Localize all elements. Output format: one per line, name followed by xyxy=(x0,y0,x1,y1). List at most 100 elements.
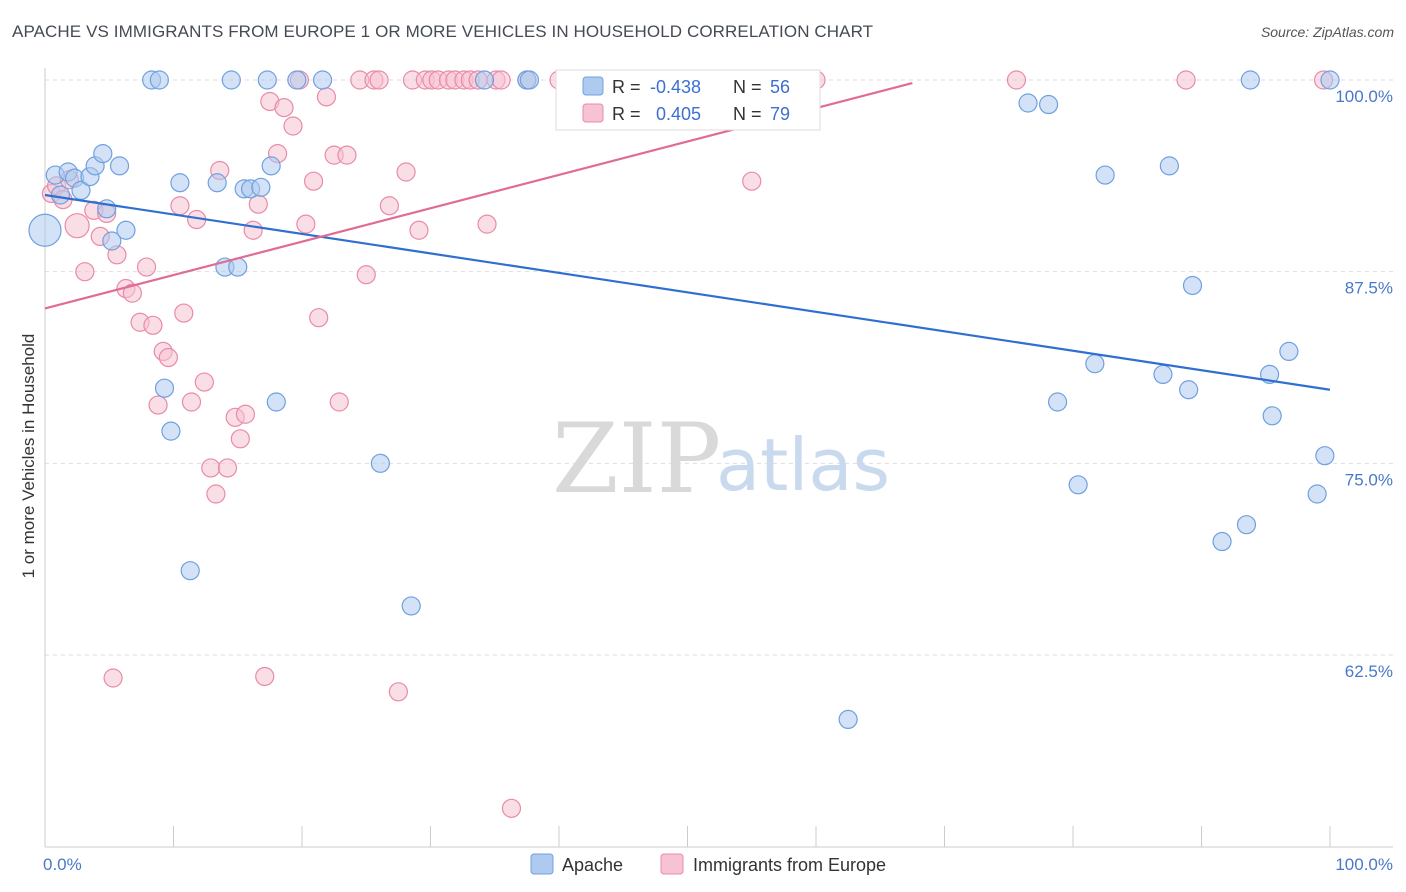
apache-point xyxy=(170,173,190,193)
apache-point xyxy=(1236,515,1257,535)
apache-point xyxy=(1182,275,1203,296)
apache-point xyxy=(257,70,277,90)
europe-point xyxy=(64,213,90,239)
apache-point xyxy=(474,70,495,90)
europe-point xyxy=(181,392,202,412)
europe-point xyxy=(491,70,511,90)
europe-point xyxy=(296,214,316,234)
apache-point xyxy=(1153,364,1173,384)
europe-point xyxy=(388,682,408,702)
apache-point xyxy=(1279,341,1299,361)
europe-point xyxy=(316,87,337,107)
y-tick-label: 100.0% xyxy=(1335,87,1393,106)
legend-n-value-europe: 79 xyxy=(770,104,790,124)
legend-n-value-apache: 56 xyxy=(770,77,790,97)
y-tick-label: 62.5% xyxy=(1345,662,1393,681)
watermark-zip: ZIP xyxy=(552,403,721,515)
europe-point xyxy=(742,171,762,191)
europe-point xyxy=(194,372,214,392)
series-legend-swatch-apache xyxy=(530,853,554,875)
europe-point xyxy=(501,798,522,818)
apache-point xyxy=(1240,70,1260,90)
apache-points xyxy=(28,70,1340,730)
apache-point xyxy=(1262,406,1282,426)
legend-r-label-apache: R = xyxy=(612,77,641,97)
chart-title: APACHE VS IMMIGRANTS FROM EUROPE 1 OR MO… xyxy=(12,22,874,41)
europe-point xyxy=(136,257,157,277)
apache-point xyxy=(1068,475,1088,495)
europe-point xyxy=(174,303,194,323)
europe-point xyxy=(122,283,142,303)
apache-point xyxy=(519,70,540,90)
series-legend: Apache Immigrants from Europe xyxy=(530,853,886,875)
apache-point xyxy=(207,173,227,193)
apache-point xyxy=(1047,392,1068,412)
legend-swatch-europe xyxy=(582,103,604,123)
apache-point xyxy=(180,561,200,581)
apache-point xyxy=(401,596,421,616)
apache-point xyxy=(1212,531,1232,552)
apache-point xyxy=(28,213,62,247)
apache-point xyxy=(251,177,271,197)
europe-point xyxy=(206,484,226,504)
europe-point xyxy=(337,145,357,165)
europe-point xyxy=(274,97,294,118)
apache-point xyxy=(161,421,181,441)
apache-point xyxy=(287,70,307,90)
europe-point xyxy=(396,162,416,182)
europe-point xyxy=(243,220,263,240)
europe-point xyxy=(217,458,238,478)
europe-point xyxy=(170,196,190,216)
apache-point xyxy=(116,220,136,240)
chart-source: Source: ZipAtlas.com xyxy=(1260,24,1394,40)
europe-point xyxy=(356,265,376,285)
apache-point xyxy=(370,453,390,473)
legend-r-label-europe: R = xyxy=(612,104,641,124)
x-ticks xyxy=(173,826,1331,847)
europe-point xyxy=(1006,70,1027,90)
europe-point xyxy=(477,214,497,234)
europe-point xyxy=(329,392,349,412)
apache-point xyxy=(1018,93,1038,113)
legend-n-label-apache: N = xyxy=(733,77,762,97)
series-legend-swatch-europe xyxy=(660,853,684,875)
stats-legend: R = -0.438 N = 56 R = 0.405 N = 79 xyxy=(555,69,821,131)
europe-point xyxy=(303,171,324,191)
europe-point xyxy=(283,116,303,136)
watermark: ZIP atlas xyxy=(552,403,890,515)
y-axis-label: 1 or more Vehicles in Household xyxy=(19,334,38,579)
apache-trend-line xyxy=(44,193,1331,391)
europe-point xyxy=(148,395,168,415)
europe-point xyxy=(309,308,329,328)
y-tick-label: 75.0% xyxy=(1345,470,1393,489)
europe-point xyxy=(235,404,256,424)
y-tick-labels: 62.5% 75.0% 87.5% 100.0% xyxy=(1335,87,1393,681)
apache-point xyxy=(93,144,113,164)
europe-point xyxy=(255,666,275,687)
y-tick-label: 87.5% xyxy=(1345,279,1393,298)
watermark-atlas: atlas xyxy=(716,423,890,507)
apache-point xyxy=(109,156,130,176)
apache-point xyxy=(154,378,175,398)
europe-point xyxy=(143,315,163,335)
apache-point xyxy=(1179,380,1199,400)
apache-point xyxy=(1095,165,1115,185)
legend-swatch-apache xyxy=(582,76,604,96)
legend-r-value-europe: 0.405 xyxy=(656,104,701,124)
x-tick-label-min: 0.0% xyxy=(43,855,82,874)
apache-point xyxy=(1320,70,1340,90)
apache-point xyxy=(261,156,281,176)
x-tick-label-max: 100.0% xyxy=(1335,855,1393,874)
legend-n-label-europe: N = xyxy=(733,104,762,124)
europe-point xyxy=(409,220,429,240)
europe-point xyxy=(201,458,221,478)
apache-point xyxy=(1159,156,1179,176)
apache-point xyxy=(1315,446,1335,466)
series-legend-label-apache: Apache xyxy=(562,855,623,875)
apache-point xyxy=(149,70,169,90)
europe-point xyxy=(158,347,178,368)
europe-point xyxy=(75,262,95,282)
series-legend-label-europe: Immigrants from Europe xyxy=(693,855,886,875)
europe-point xyxy=(230,429,250,449)
europe-point xyxy=(379,196,399,216)
